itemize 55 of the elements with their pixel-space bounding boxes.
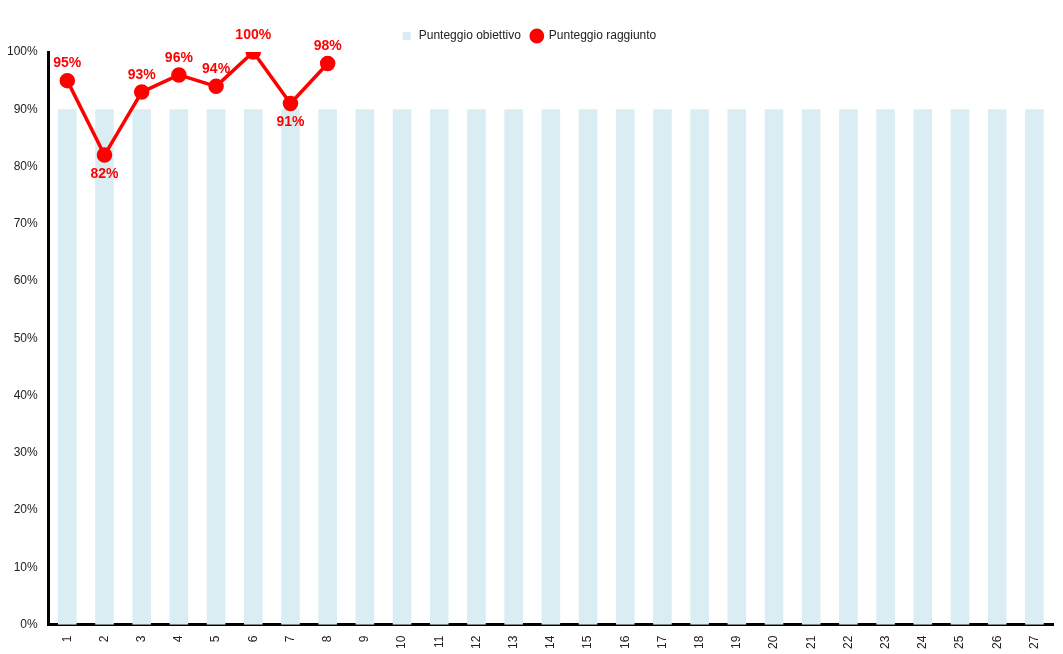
x-tick-label: 10 — [394, 635, 409, 650]
y-tick-label: 100% — [6, 44, 39, 59]
y-tick-label: 20% — [13, 502, 39, 517]
x-tick-label: 18 — [691, 635, 706, 650]
x-tick-label: 27 — [1026, 635, 1041, 650]
x-tick-label: 6 — [245, 635, 260, 643]
x-tick-label: 7 — [282, 635, 297, 643]
data-label: 100% — [235, 25, 272, 42]
x-tick-label: 8 — [319, 635, 334, 643]
x-tick-label: 4 — [171, 635, 186, 643]
x-tick-label: 24 — [915, 635, 930, 650]
data-label: 82% — [90, 164, 120, 181]
point — [59, 72, 76, 89]
x-tick-label: 19 — [729, 635, 744, 650]
x-tick-label: 3 — [134, 635, 148, 643]
x-tick-label: 22 — [840, 635, 855, 650]
y-tick-label: 70% — [13, 216, 39, 231]
x-tick-label: 9 — [357, 635, 372, 643]
data-label: 95% — [53, 54, 82, 71]
x-tick-label: 11 — [431, 635, 446, 649]
point — [319, 55, 336, 72]
x-tick-label: 21 — [803, 635, 818, 650]
y-tick-label: 60% — [13, 273, 39, 288]
y-tick-label: 0% — [20, 616, 39, 631]
x-tick-label: 12 — [468, 635, 483, 650]
point — [282, 95, 299, 112]
x-tick-label: 26 — [989, 635, 1004, 650]
point — [171, 67, 187, 83]
x-tick-label: 13 — [505, 635, 520, 650]
legend-label: Punteggio raggiunto — [548, 28, 657, 43]
legend-label: Punteggio obiettivo — [418, 28, 522, 43]
data-label: 91% — [276, 113, 306, 130]
point — [208, 78, 224, 95]
x-tick-label: 23 — [877, 635, 892, 650]
point — [96, 147, 113, 163]
data-label: 98% — [313, 37, 343, 54]
x-tick-label: 15 — [580, 635, 595, 650]
x-tick-label: 17 — [654, 635, 669, 650]
y-tick-label: 30% — [13, 445, 39, 460]
y-tick-label: 80% — [13, 158, 39, 173]
y-tick-label: 40% — [13, 387, 39, 402]
x-tick-label: 16 — [617, 635, 632, 650]
data-label: 93% — [127, 65, 157, 82]
y-tick-label: 50% — [13, 330, 39, 345]
data-label: 94% — [202, 60, 231, 77]
x-tick-label: 20 — [766, 635, 781, 650]
x-tick-label: 14 — [543, 635, 558, 650]
data-label: 96% — [164, 48, 194, 65]
point — [133, 84, 150, 100]
x-tick-label: 2 — [96, 635, 111, 643]
x-tick-label: 5 — [208, 635, 223, 643]
x-tick-label: 1 — [59, 635, 74, 643]
x-tick-label: 25 — [952, 635, 967, 650]
y-tick-label: 10% — [13, 559, 39, 574]
y-tick-label: 90% — [13, 101, 39, 116]
